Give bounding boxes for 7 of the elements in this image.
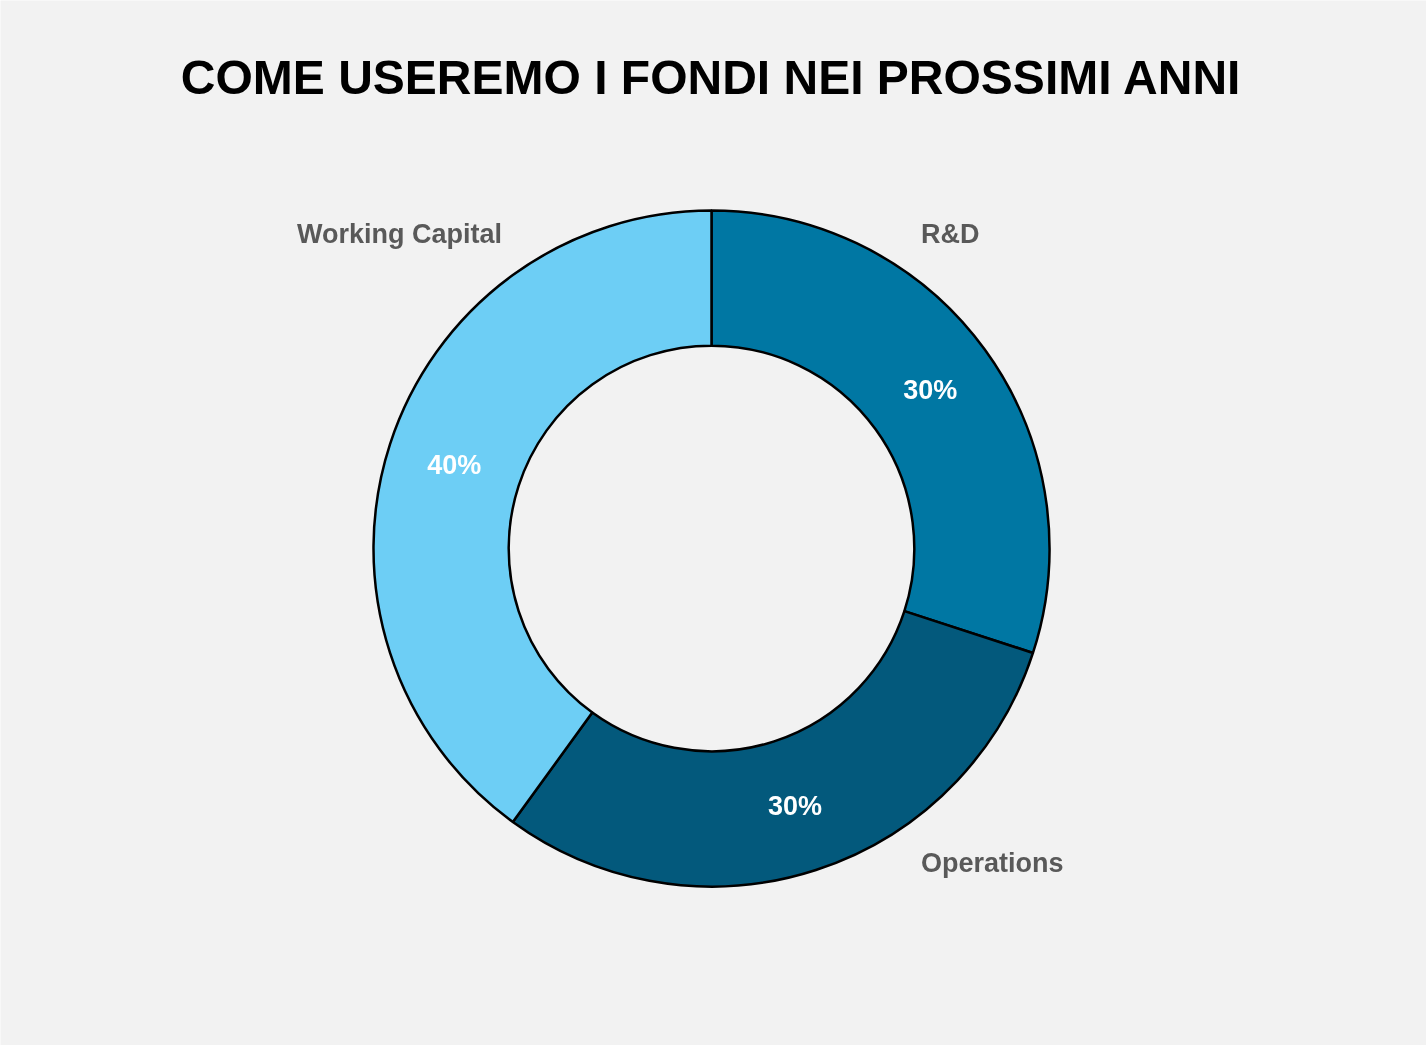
data-label: 30% xyxy=(768,790,823,821)
slice-label: Working Capital xyxy=(296,219,502,250)
data-label: 30% xyxy=(903,374,958,405)
chart-title: COME USEREMO I FONDI NEI PROSSIMI ANNI xyxy=(180,51,1241,104)
slice-label: Operations xyxy=(921,847,1064,878)
data-label: 40% xyxy=(427,449,482,480)
slice-label: R&D xyxy=(921,219,980,250)
